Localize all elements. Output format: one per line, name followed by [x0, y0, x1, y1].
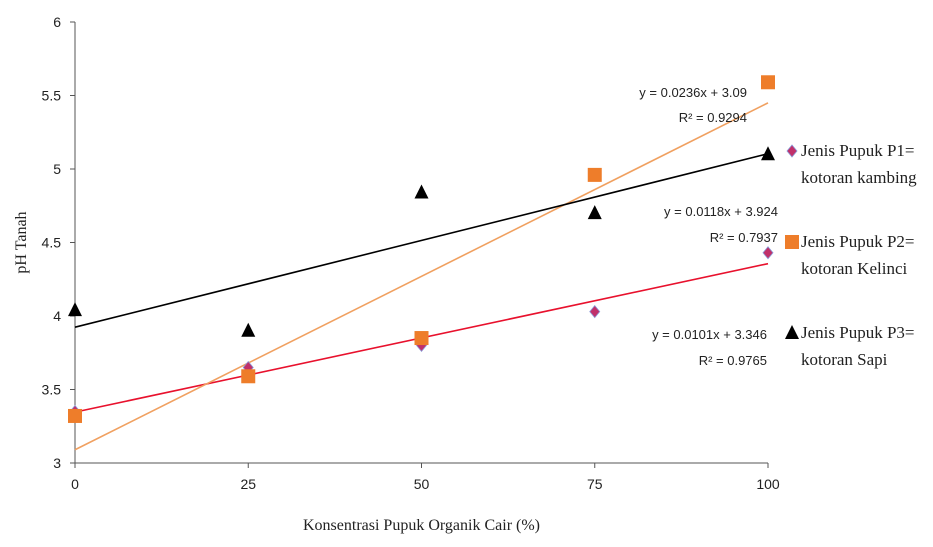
- data-point-series-1: [589, 304, 601, 319]
- y-tick-label: 4: [53, 308, 61, 324]
- x-tick-label: 75: [587, 476, 603, 492]
- data-point-series-3: [761, 146, 775, 161]
- trendline-series-2: [74, 102, 769, 451]
- data-point-series-2: [587, 167, 602, 182]
- trend-r2-series-1: R² = 0.9765: [699, 353, 767, 368]
- legend-label-series-3: kotoran Sapi: [801, 350, 888, 369]
- data-point-series-1: [762, 246, 774, 260]
- legend-label-series-1: kotoran kambing: [801, 168, 917, 187]
- data-point-series-3: [241, 322, 256, 337]
- data-points: [68, 75, 775, 423]
- x-tick-label: 50: [414, 476, 430, 492]
- trendlines: [74, 102, 769, 451]
- x-tick-label: 100: [756, 476, 780, 492]
- y-tick-label: 4.5: [42, 235, 62, 251]
- data-point-series-2: [68, 408, 82, 423]
- legend-marker-series-1: [786, 144, 798, 158]
- data-point-series-3: [414, 184, 429, 199]
- y-tick-label: 6: [53, 14, 61, 30]
- trendline-series-3: [74, 152, 769, 328]
- y-tick-label: 5: [53, 161, 61, 177]
- data-point-series-2: [414, 331, 429, 346]
- legend-label-series-2: Jenis Pupuk P2=: [801, 232, 915, 251]
- trend-r2-series-3: R² = 0.7937: [710, 230, 778, 245]
- x-axis-title: Konsentrasi Pupuk Organik Cair (%): [303, 517, 540, 534]
- y-axis-title: pH Tanah: [13, 211, 30, 273]
- x-tick-label: 0: [71, 476, 79, 492]
- y-tick-label: 3.5: [42, 382, 62, 398]
- trend-equation-series-3: y = 0.0118x + 3.924: [664, 204, 778, 219]
- axes: 3 3.5 4 4.5 5 5.5 6 0 25 50 75 100 Konsentrasi Pupuk…: [13, 14, 780, 534]
- legend-label-series-3: Jenis Pupuk P3=: [801, 323, 915, 342]
- trend-equation-series-1: y = 0.0101x + 3.346: [652, 327, 767, 342]
- data-point-series-3: [68, 302, 82, 317]
- trend-r2-series-2: R² = 0.9294: [679, 110, 747, 125]
- trend-equation-series-2: y = 0.0236x + 3.09: [639, 85, 747, 100]
- x-tick-label: 25: [240, 476, 256, 492]
- legend: Jenis Pupuk P1= kotoran kambing Jenis Pupu…: [785, 141, 917, 369]
- y-tick-label: 5.5: [42, 88, 62, 104]
- legend-label-series-2: kotoran Kelinci: [801, 259, 907, 278]
- y-tick-label: 3: [53, 455, 61, 471]
- legend-marker-series-3: [785, 325, 799, 339]
- legend-label-series-1: Jenis Pupuk P1=: [801, 141, 915, 160]
- legend-marker-series-2: [785, 235, 799, 249]
- data-point-series-3: [587, 205, 602, 220]
- data-point-series-2: [241, 369, 256, 384]
- equation-labels: y = 0.0101x + 3.346 R² = 0.9765 y = 0.0236…: [639, 85, 778, 368]
- data-point-series-2: [761, 75, 775, 90]
